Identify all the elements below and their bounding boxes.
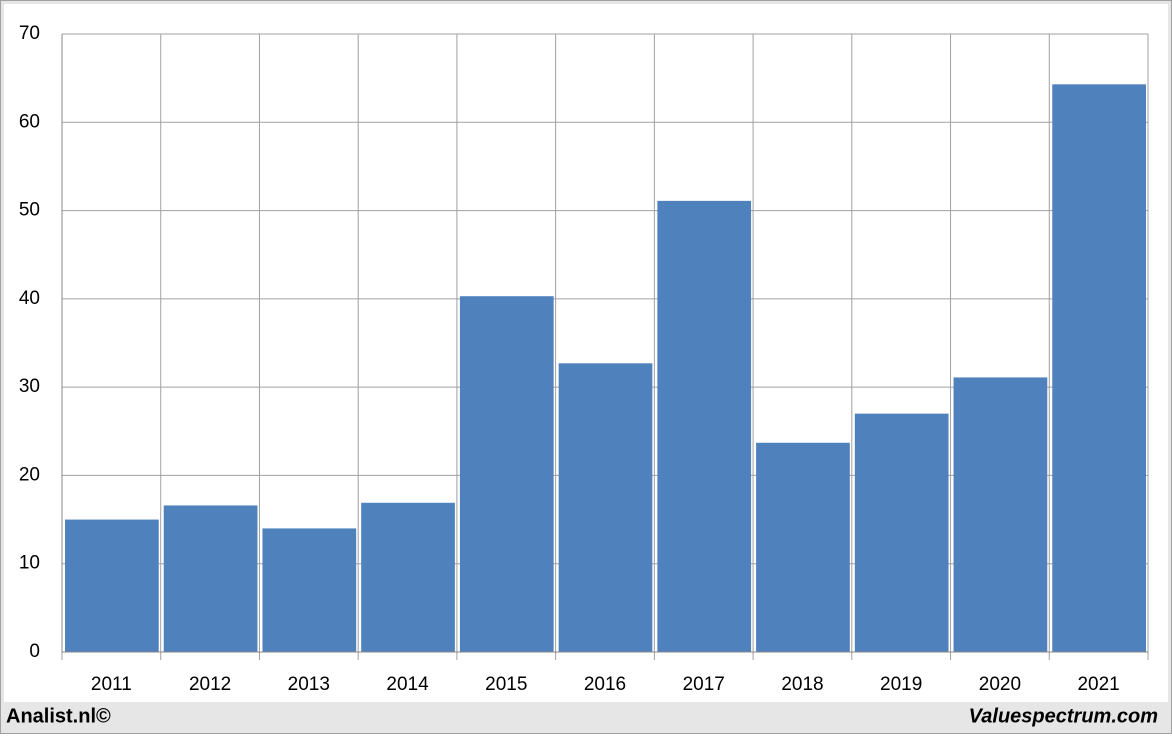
footer-right: Valuespectrum.com xyxy=(969,705,1158,727)
x-tick-label: 2012 xyxy=(189,674,231,695)
x-tick-label: 2016 xyxy=(584,674,626,695)
y-tick-label: 50 xyxy=(19,200,40,221)
bar xyxy=(65,519,159,652)
footer-left: Analist.nl© xyxy=(6,705,111,727)
bar xyxy=(854,413,949,652)
y-tick-label: 30 xyxy=(19,376,40,397)
x-tick-label: 2019 xyxy=(880,674,922,695)
y-tick-label: 70 xyxy=(19,23,40,44)
x-tick-label: 2013 xyxy=(288,674,330,695)
y-tick-label: 20 xyxy=(19,464,40,485)
x-tick-label: 2014 xyxy=(386,674,429,695)
bar xyxy=(953,377,1048,652)
bar xyxy=(163,505,258,652)
x-tick-label: 2011 xyxy=(91,674,132,695)
x-tick-label: 2017 xyxy=(683,674,725,695)
x-tick-label: 2015 xyxy=(485,674,527,695)
bar xyxy=(361,502,455,652)
x-tick-label: 2020 xyxy=(979,674,1021,695)
bar xyxy=(1052,84,1146,652)
bar xyxy=(756,442,850,652)
x-tick-label: 2018 xyxy=(781,674,823,695)
bar xyxy=(558,363,653,652)
y-tick-label: 10 xyxy=(19,553,40,574)
bar xyxy=(262,528,357,652)
bar xyxy=(657,200,752,653)
x-tick-label: 2021 xyxy=(1077,674,1119,695)
bar xyxy=(459,296,554,652)
y-tick-label: 40 xyxy=(19,288,40,309)
y-tick-label: 60 xyxy=(19,111,40,132)
y-tick-label: 0 xyxy=(29,641,40,662)
